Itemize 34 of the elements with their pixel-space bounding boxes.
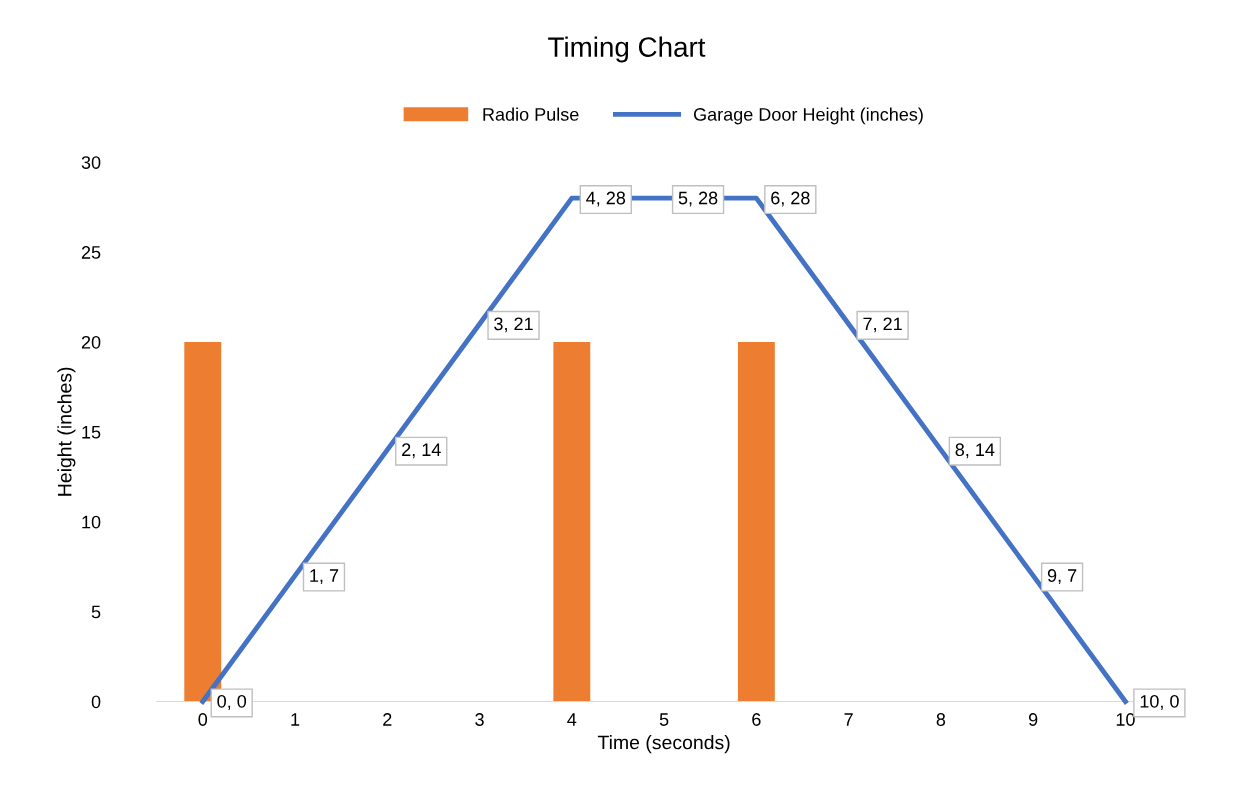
x-tick-label: 9	[1028, 713, 1038, 726]
y-axis-title: Height (inches)	[57, 367, 76, 496]
y-tick-label: 5	[91, 605, 101, 619]
data-label: 5, 28	[678, 191, 718, 207]
legend-label: Garage Door Height (inches)	[693, 107, 923, 125]
x-tick-label: 5	[659, 713, 669, 726]
x-tick-label: 8	[936, 713, 946, 726]
data-label: 6, 28	[771, 191, 810, 207]
data-label: 1, 7	[310, 569, 339, 585]
y-tick-label: 15	[82, 425, 101, 439]
y-tick-label: 25	[81, 246, 101, 259]
x-axis-title: Time (seconds)	[597, 735, 730, 754]
x-tick-label: 6	[752, 713, 761, 726]
x-tick-label: 0	[198, 713, 208, 726]
x-tick-label: 4	[567, 713, 577, 726]
data-label: 4, 28	[586, 191, 626, 207]
y-tick-label: 20	[81, 335, 101, 349]
x-tick-label: 3	[475, 713, 484, 726]
data-label: 10, 0	[1140, 694, 1179, 710]
y-tick-label: 0	[91, 695, 101, 709]
chart-title: Timing Chart	[548, 36, 706, 63]
x-tick-label: 2	[383, 713, 392, 726]
data-label: 9, 7	[1047, 569, 1077, 585]
data-label: 7, 21	[863, 317, 902, 333]
data-label: 2, 14	[402, 443, 441, 459]
y-tick-label: 30	[81, 156, 101, 169]
data-label: 3, 21	[494, 317, 533, 333]
legend-label: Radio Pulse	[483, 107, 579, 121]
x-tick-label: 1	[291, 713, 300, 726]
x-tick-label: 7	[844, 713, 853, 726]
x-tick-label: 10	[1116, 713, 1135, 726]
data-label: 0, 0	[217, 694, 247, 710]
y-tick-label: 10	[82, 515, 101, 529]
data-label: 8, 14	[955, 443, 995, 459]
